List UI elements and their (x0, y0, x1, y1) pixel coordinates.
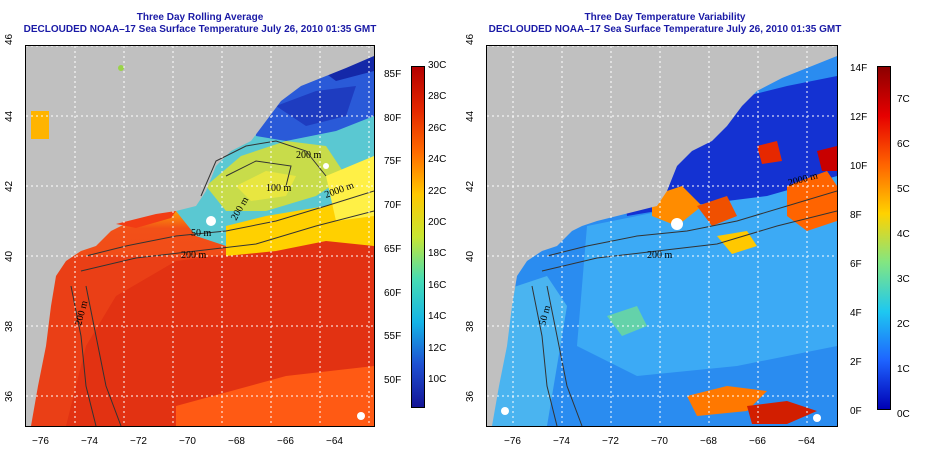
colorbar-celsius-label: 12C (428, 342, 447, 354)
lon-tick: −64 (326, 436, 343, 447)
colorbar-celsius-label: 18C (428, 248, 447, 260)
lon-tick: −70 (651, 436, 668, 447)
contour-label: 200 m (647, 250, 673, 261)
lat-tick: 40 (4, 250, 15, 262)
lat-tick: 36 (465, 390, 476, 402)
colorbar-celsius-label: 6C (897, 139, 910, 150)
lat-tick: 42 (4, 180, 15, 192)
colorbar-celsius-label: 3C (897, 274, 910, 285)
lon-tick: −76 (504, 436, 521, 447)
colorbar-celsius-label: 16C (428, 279, 447, 291)
colorbar-celsius-label: 7C (897, 94, 910, 105)
colorbar-celsius-label: 24C (428, 154, 447, 166)
lat-tick: 44 (4, 110, 15, 122)
colorbar-fahrenheit-label: 0F (850, 406, 862, 417)
colorbar-fahrenheit-label: 85F (384, 69, 402, 80)
colorbar-celsius-label: 5C (897, 184, 910, 195)
lon-tick: −72 (602, 436, 619, 447)
colorbar-fahrenheit-label: 70F (384, 200, 402, 212)
contour-label: 50 m (537, 304, 553, 327)
colorbar-celsius-label: 10C (428, 374, 447, 385)
colorbar-fahrenheit-label: 50F (384, 374, 402, 386)
lat-tick: 38 (465, 320, 476, 332)
contour-label: 50 m (191, 228, 212, 239)
colorbar-fahrenheit-label: 55F (384, 331, 402, 343)
lat-tick: 36 (4, 390, 15, 402)
colorbar-fahrenheit-label: 75F (384, 156, 402, 168)
lon-tick: −72 (130, 436, 147, 447)
colorbar-fahrenheit-label: 10F (850, 161, 868, 172)
colorbar-celsius-label: 20C (428, 217, 447, 228)
lat-tick: 42 (465, 180, 476, 192)
lon-tick: −74 (553, 436, 570, 447)
left-map-graphic: 200 m 200 m 100 m 200 m 2000 m 200 m 50 … (26, 46, 374, 426)
lat-tick: 46 (4, 33, 15, 45)
right-subtitle: DECLOUDED NOAA–17 Sea Surface Temperatur… (488, 24, 842, 35)
lon-tick: −66 (277, 436, 294, 447)
lat-tick: 44 (465, 110, 476, 122)
right-map-graphic: 2000 m 200 m 50 m (487, 46, 837, 426)
contour-label: 200 m (181, 250, 207, 261)
lat-tick: 40 (465, 250, 476, 262)
lon-tick: −66 (749, 436, 766, 447)
colorbar-fahrenheit-label: 12F (850, 112, 868, 123)
colorbar-fahrenheit-label: 60F (384, 287, 402, 299)
left-title: Three Day Rolling Average (136, 12, 264, 23)
colorbar-celsius-label: 0C (897, 409, 910, 420)
lat-tick: 38 (4, 320, 15, 332)
right-colorbar (877, 66, 891, 410)
right-title: Three Day Temperature Variability (584, 12, 746, 23)
left-colorbar (411, 66, 425, 408)
left-subtitle: DECLOUDED NOAA–17 Sea Surface Temperatur… (23, 24, 377, 35)
colorbar-celsius-label: 26C (428, 122, 447, 134)
lat-tick: 46 (465, 33, 476, 45)
lon-tick: −70 (179, 436, 196, 447)
colorbar-fahrenheit-label: 2F (850, 357, 862, 368)
lon-tick: −68 (228, 436, 245, 447)
colorbar-celsius-label: 22C (428, 185, 447, 197)
colorbar-celsius-label: 14C (428, 311, 447, 323)
colorbar-celsius-label: 28C (428, 91, 447, 103)
left-sst-map: 200 m 200 m 100 m 200 m 2000 m 200 m 50 … (25, 45, 375, 427)
colorbar-fahrenheit-label: 14F (850, 63, 868, 74)
lon-tick: −74 (81, 436, 98, 447)
colorbar-fahrenheit-label: 8F (850, 210, 862, 221)
colorbar-fahrenheit-label: 4F (850, 308, 862, 319)
colorbar-fahrenheit-label: 6F (850, 259, 862, 270)
right-variability-map: 2000 m 200 m 50 m (486, 45, 838, 427)
lon-tick: −76 (32, 436, 49, 447)
colorbar-celsius-label: 30C (428, 60, 447, 71)
lon-tick: −68 (700, 436, 717, 447)
contour-label: 100 m (266, 183, 292, 194)
colorbar-celsius-label: 4C (897, 229, 910, 240)
colorbar-fahrenheit-label: 65F (384, 243, 402, 255)
colorbar-celsius-label: 1C (897, 364, 910, 375)
contour-label: 200 m (296, 150, 322, 161)
colorbar-celsius-label: 2C (897, 319, 910, 330)
colorbar-fahrenheit-label: 80F (384, 112, 402, 124)
lon-tick: −64 (798, 436, 815, 447)
